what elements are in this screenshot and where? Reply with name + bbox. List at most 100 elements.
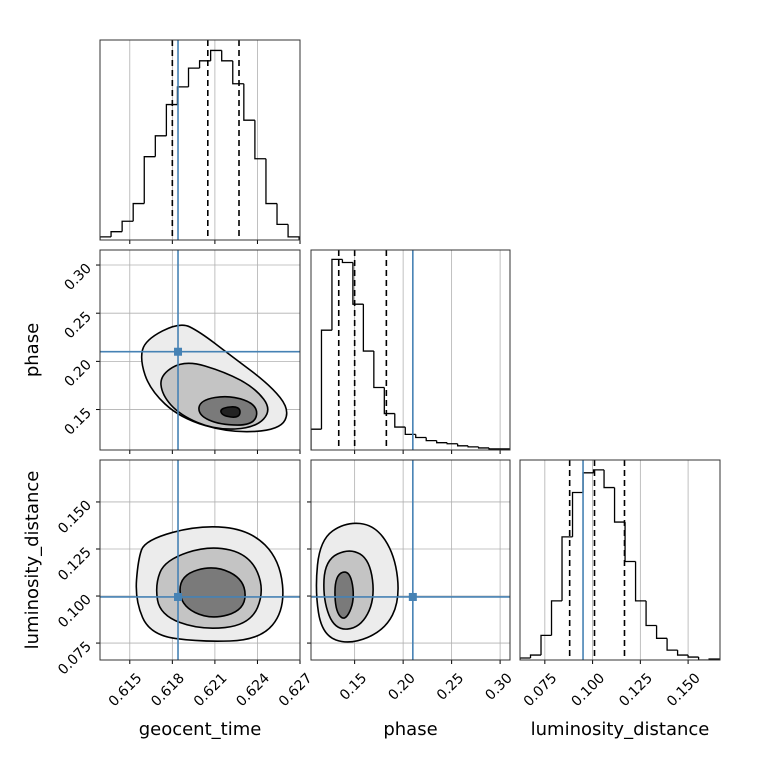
hist-bin (287, 224, 300, 240)
hist-bin (100, 236, 112, 240)
panel-frame (99, 249, 301, 451)
hist-bin (232, 60, 244, 85)
x-tick-label: 0.624 (233, 670, 273, 710)
x-tick-label: 0.618 (148, 670, 188, 710)
y-tick-label: 0.20 (61, 357, 94, 390)
y-tick-label: 0.125 (55, 545, 95, 585)
hist-bin (666, 638, 678, 651)
hist-bin (362, 304, 374, 352)
truth-point (174, 347, 183, 356)
x-tick-label: 0.15 (337, 670, 370, 703)
panel (311, 460, 510, 660)
hist-bin (154, 135, 167, 157)
y-tick-label: 0.075 (55, 639, 95, 679)
hist-bin (550, 600, 563, 636)
hist-bin (394, 413, 406, 428)
hist-bin (477, 446, 490, 449)
panel-frame (310, 249, 511, 451)
y-axis-label: luminosity_distance (22, 471, 43, 650)
x-axis-label: phase (383, 719, 437, 740)
hist-bin (456, 443, 469, 447)
hist-bin (436, 440, 448, 444)
hist-bin (265, 158, 278, 205)
y-tick-label: 0.25 (61, 309, 94, 342)
hist-bin (209, 49, 222, 61)
hist-bin (520, 657, 531, 660)
hist-bin (425, 437, 437, 442)
panel-frame (310, 459, 511, 661)
hist-bin (645, 600, 657, 627)
hist-bin (165, 103, 178, 136)
panel (311, 250, 510, 450)
x-tick-label: 0.100 (569, 670, 609, 710)
y-axis-label: phase (22, 323, 43, 377)
hist-bin (221, 50, 233, 62)
hist-bin (352, 262, 364, 305)
x-tick-label: 0.125 (616, 670, 656, 710)
hist-bin (187, 67, 200, 87)
hist-bin (697, 657, 710, 660)
hist-bin (383, 387, 395, 415)
hist-bin (592, 469, 605, 473)
y-tick-label: 0.15 (61, 405, 94, 438)
panel (520, 460, 720, 660)
x-tick-label: 0.615 (106, 670, 146, 710)
x-tick-label: 0.150 (664, 670, 704, 710)
x-tick-label: 0.621 (191, 670, 231, 710)
panel-frame (99, 459, 301, 661)
hist-bin (540, 634, 552, 656)
panel-frame (519, 459, 721, 661)
x-axis-label: geocent_time (139, 719, 262, 740)
panel (100, 460, 300, 660)
hist-bin (404, 427, 416, 436)
hist-bin (655, 625, 668, 639)
hist-bin (331, 258, 343, 331)
hist-bin (276, 203, 289, 226)
hist-bin (613, 487, 626, 523)
hist-bin (571, 491, 584, 537)
hist-bin (529, 654, 542, 659)
hist-bin (143, 156, 156, 204)
x-tick-label: 0.20 (385, 670, 418, 703)
truth-point (408, 592, 417, 601)
hist-bin (110, 231, 123, 237)
contour (179, 567, 246, 618)
hist-bin (561, 536, 573, 601)
y-tick-label: 0.150 (55, 497, 95, 537)
contour (334, 571, 355, 619)
hist-bin (582, 472, 594, 493)
hist-bin (488, 447, 500, 450)
x-tick-label: 0.25 (434, 670, 467, 703)
hist-bin (341, 259, 353, 264)
hist-bin (499, 448, 510, 450)
truth-point (174, 592, 183, 601)
panel-frame (99, 39, 301, 241)
hist-bin (624, 522, 636, 563)
hist-bin (132, 202, 145, 222)
contour (220, 406, 241, 418)
x-tick-label: 0.30 (482, 670, 515, 703)
hist-bin (446, 442, 458, 445)
hist-bin (311, 428, 322, 450)
y-tick-label: 0.100 (55, 592, 95, 632)
hist-bin (373, 351, 385, 389)
hist-bin (254, 120, 266, 160)
y-tick-label: 0.30 (61, 261, 94, 294)
hist-bin (467, 445, 479, 448)
hist-bin (603, 469, 615, 489)
hist-bin (415, 434, 427, 439)
x-tick-label: 0.075 (521, 670, 561, 710)
hist-bin (687, 655, 699, 658)
x-tick-label: 0.627 (276, 670, 316, 710)
hist-bin (320, 329, 332, 430)
hist-bin (676, 650, 689, 656)
hist-bin (121, 220, 134, 232)
x-axis-label: luminosity_distance (531, 719, 710, 740)
hist-bin (634, 561, 647, 602)
panel (100, 250, 300, 450)
hist-bin (176, 86, 189, 105)
panel (100, 40, 300, 240)
hist-bin (198, 60, 211, 69)
hist-bin (243, 83, 255, 121)
